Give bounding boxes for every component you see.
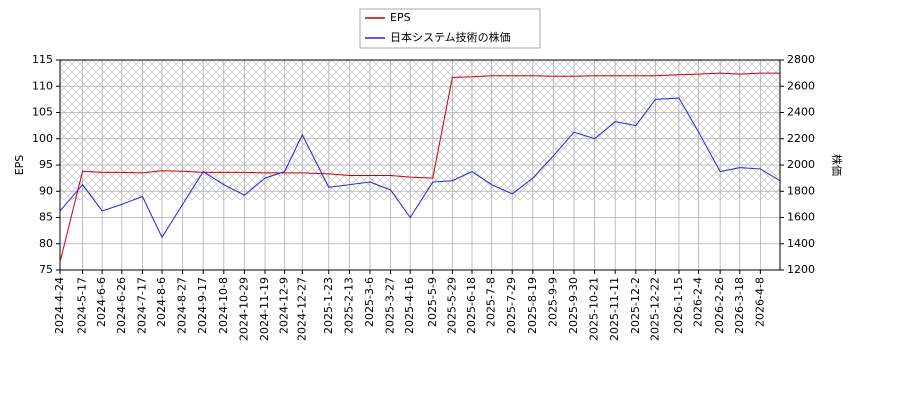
- x-tick-label: 2026-1-15: [672, 277, 685, 334]
- legend-label: 日本システム技術の株価: [390, 30, 511, 44]
- x-tick-label: 2024-8-27: [176, 277, 189, 334]
- y2-tick-label: 1200: [787, 263, 815, 276]
- y2-tick-label: 2000: [787, 158, 815, 171]
- x-tick-label: 2026-2-26: [713, 277, 726, 334]
- y-tick-label: 110: [32, 79, 53, 92]
- x-tick-label: 2025-11-11: [608, 277, 621, 341]
- x-tick-label: 2024-5-17: [76, 277, 89, 334]
- x-tick-label: 2024-6-26: [115, 277, 128, 334]
- y2-tick-label: 1400: [787, 237, 815, 250]
- y-tick-label: 90: [39, 184, 53, 197]
- x-tick-label: 2025-5-29: [445, 277, 458, 334]
- plot-frame: [59, 59, 781, 271]
- x-tick-label: 2025-9-9: [546, 277, 559, 327]
- y2-tick-label: 2600: [787, 79, 815, 92]
- y2-tick-label: 1600: [787, 211, 815, 224]
- x-tick-label: 2025-12-2: [629, 277, 642, 334]
- x-tick-label: 2025-2-13: [342, 277, 355, 334]
- x-tick-label: 2025-3-27: [384, 277, 397, 334]
- line-series: [59, 97, 781, 239]
- y-tick-label: 105: [32, 106, 53, 119]
- y2-axis-label: 株価: [830, 154, 844, 176]
- y-axis-label: EPS: [13, 155, 26, 176]
- x-tick-label: 2025-7-8: [485, 277, 498, 327]
- legend-label: EPS: [390, 11, 411, 24]
- x-tick-label: 2026-2-4: [692, 277, 705, 327]
- y-tick-label: 80: [39, 237, 53, 250]
- y-tick-label: 85: [39, 211, 53, 224]
- x-tick-label: 2024-9-17: [196, 277, 209, 334]
- x-tick-label: 2024-6-6: [95, 277, 108, 327]
- y-tick-label: 95: [39, 158, 53, 171]
- legend: [359, 8, 541, 49]
- x-tick-label: 2024-10-29: [237, 277, 250, 341]
- y2-tick-label: 2400: [787, 106, 815, 119]
- y-tick-label: 100: [32, 132, 53, 145]
- y2-tick-label: 1800: [787, 184, 815, 197]
- y2-tick-label: 2800: [787, 53, 815, 66]
- x-tick-label: 2025-8-19: [526, 277, 539, 334]
- x-tick-label: 2025-12-22: [648, 277, 661, 341]
- x-tick-label: 2025-10-21: [588, 277, 601, 341]
- y2-tick-label: 2200: [787, 132, 815, 145]
- line-series: [59, 72, 780, 263]
- y-tick-label: 75: [39, 263, 53, 276]
- x-tick-label: 2024-8-6: [155, 277, 168, 327]
- x-tick-label: 2024-12-9: [278, 277, 291, 334]
- x-tick-label: 2025-1-23: [322, 277, 335, 334]
- x-tick-label: 2024-10-8: [217, 277, 230, 334]
- x-tick-label: 2025-3-6: [363, 277, 376, 327]
- x-tick-label: 2024-7-17: [135, 277, 148, 334]
- y-tick-label: 115: [32, 53, 53, 66]
- x-tick-label: 2025-7-29: [505, 277, 518, 334]
- shaded-region: [60, 60, 780, 200]
- x-tick-label: 2025-6-18: [465, 277, 478, 334]
- x-tick-label: 2024-4-24: [53, 277, 66, 334]
- x-tick-label: 2024-11-19: [258, 277, 271, 341]
- x-tick-label: 2025-4-16: [403, 277, 416, 334]
- x-tick-label: 2026-3-18: [733, 277, 746, 334]
- x-tick-label: 2024-12-27: [295, 277, 308, 341]
- x-tick-label: 2026-4-8: [753, 277, 766, 327]
- x-tick-label: 2025-5-9: [426, 277, 439, 327]
- x-tick-label: 2025-9-30: [567, 277, 580, 334]
